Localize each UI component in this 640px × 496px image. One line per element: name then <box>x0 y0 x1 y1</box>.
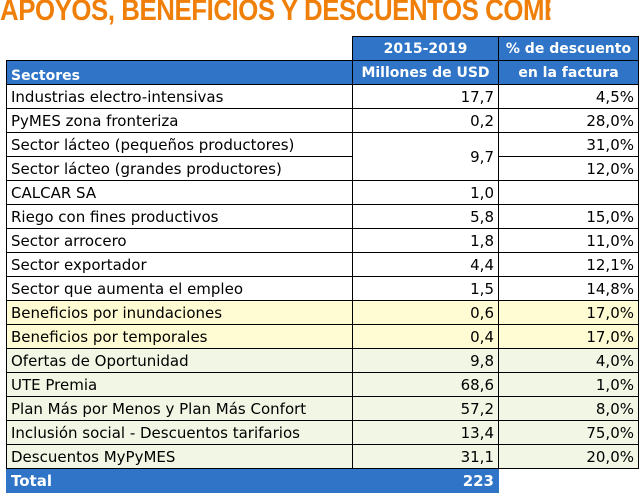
header-discount: % de descuento <box>498 36 639 61</box>
table-row: Beneficios por temporales 0,4 17,0% <box>6 324 639 349</box>
sector-cell: Sector arrocero <box>6 228 353 253</box>
usd-cell: 9,8 <box>352 348 499 373</box>
pct-cell: 14,8% <box>498 276 639 301</box>
usd-cell: 0,6 <box>352 300 499 325</box>
benefits-table: 2015-2019 % de descuento Sectores Millon… <box>6 36 639 493</box>
page-title: APOYOS, BENEFICIOS Y DESCUENTOS COMERCIA… <box>0 0 550 27</box>
table-header-row-2: Sectores Millones de USD en la factura <box>6 60 639 85</box>
table-row: Sector que aumenta el empleo 1,5 14,8% <box>6 276 639 301</box>
sector-cell: Inclusión social - Descuentos tarifarios <box>6 420 353 445</box>
total-label: Total <box>6 468 353 493</box>
sector-cell: Beneficios por inundaciones <box>6 300 353 325</box>
sector-cell: Industrias electro-intensivas <box>6 84 353 109</box>
table-row: Sector exportador 4,4 12,1% <box>6 252 639 277</box>
sector-cell: PyMES zona fronteriza <box>6 108 353 133</box>
usd-cell: 5,8 <box>352 204 499 229</box>
usd-cell: 57,2 <box>352 396 499 421</box>
header-blank-cell <box>6 36 353 61</box>
pct-cell: 4,5% <box>498 84 639 109</box>
header-usd: Millones de USD <box>352 60 499 85</box>
table-row: Descuentos MyPyMES 31,1 20,0% <box>6 444 639 469</box>
usd-cell: 4,4 <box>352 252 499 277</box>
table-row: Ofertas de Oportunidad 9,8 4,0% <box>6 348 639 373</box>
table-row: Riego con fines productivos 5,8 15,0% <box>6 204 639 229</box>
pct-cell: 17,0% <box>498 300 639 325</box>
header-sectores: Sectores <box>6 60 353 85</box>
table-header-row-1: 2015-2019 % de descuento <box>6 36 639 61</box>
sector-cell: Sector que aumenta el empleo <box>6 276 353 301</box>
table-row: Sector lácteo (grandes productores) 12,0… <box>6 156 639 181</box>
pct-cell: 4,0% <box>498 348 639 373</box>
pct-cell: 75,0% <box>498 420 639 445</box>
sector-cell: Plan Más por Menos y Plan Más Confort <box>6 396 353 421</box>
pct-cell: 8,0% <box>498 396 639 421</box>
usd-cell: 17,7 <box>352 84 499 109</box>
pct-cell: 28,0% <box>498 108 639 133</box>
sector-cell: Descuentos MyPyMES <box>6 444 353 469</box>
sector-cell: Sector exportador <box>6 252 353 277</box>
sector-cell: Ofertas de Oportunidad <box>6 348 353 373</box>
sector-cell: Sector lácteo (grandes productores) <box>6 156 353 181</box>
pct-cell: 15,0% <box>498 204 639 229</box>
table-row: Plan Más por Menos y Plan Más Confort 57… <box>6 396 639 421</box>
table-row: UTE Premia 68,6 1,0% <box>6 372 639 397</box>
table-row: Inclusión social - Descuentos tarifarios… <box>6 420 639 445</box>
total-usd: 223 <box>352 468 499 493</box>
table-row: Sector arrocero 1,8 11,0% <box>6 228 639 253</box>
sector-cell: Sector lácteo (pequeños productores) <box>6 132 353 157</box>
usd-cell: 1,5 <box>352 276 499 301</box>
usd-cell: 68,6 <box>352 372 499 397</box>
header-period: 2015-2019 <box>352 36 499 61</box>
sector-cell: CALCAR SA <box>6 180 353 205</box>
pct-cell: 11,0% <box>498 228 639 253</box>
sector-cell: Riego con fines productivos <box>6 204 353 229</box>
usd-cell: 31,1 <box>352 444 499 469</box>
table-row: Beneficios por inundaciones 0,6 17,0% <box>6 300 639 325</box>
pct-cell <box>498 180 639 205</box>
table-row: Sector lácteo (pequeños productores) 9,7… <box>6 132 639 181</box>
pct-cell: 31,0% <box>498 132 639 157</box>
header-invoice: en la factura <box>498 60 639 85</box>
sector-cell: Beneficios por temporales <box>6 324 353 349</box>
pct-cell: 17,0% <box>498 324 639 349</box>
table-row: PyMES zona fronteriza 0,2 28,0% <box>6 108 639 133</box>
table-row: CALCAR SA 1,0 <box>6 180 639 205</box>
sector-cell: UTE Premia <box>6 372 353 397</box>
pct-cell: 12,1% <box>498 252 639 277</box>
usd-cell: 13,4 <box>352 420 499 445</box>
usd-cell: 1,8 <box>352 228 499 253</box>
pct-cell: 12,0% <box>498 156 639 181</box>
pct-cell: 20,0% <box>498 444 639 469</box>
table-row: Industrias electro-intensivas 17,7 4,5% <box>6 84 639 109</box>
usd-cell: 9,7 <box>352 132 499 181</box>
usd-cell: 0,4 <box>352 324 499 349</box>
total-blank-cell <box>498 468 639 493</box>
usd-cell: 1,0 <box>352 180 499 205</box>
usd-cell: 0,2 <box>352 108 499 133</box>
pct-cell: 1,0% <box>498 372 639 397</box>
total-row: Total 223 <box>6 468 639 493</box>
